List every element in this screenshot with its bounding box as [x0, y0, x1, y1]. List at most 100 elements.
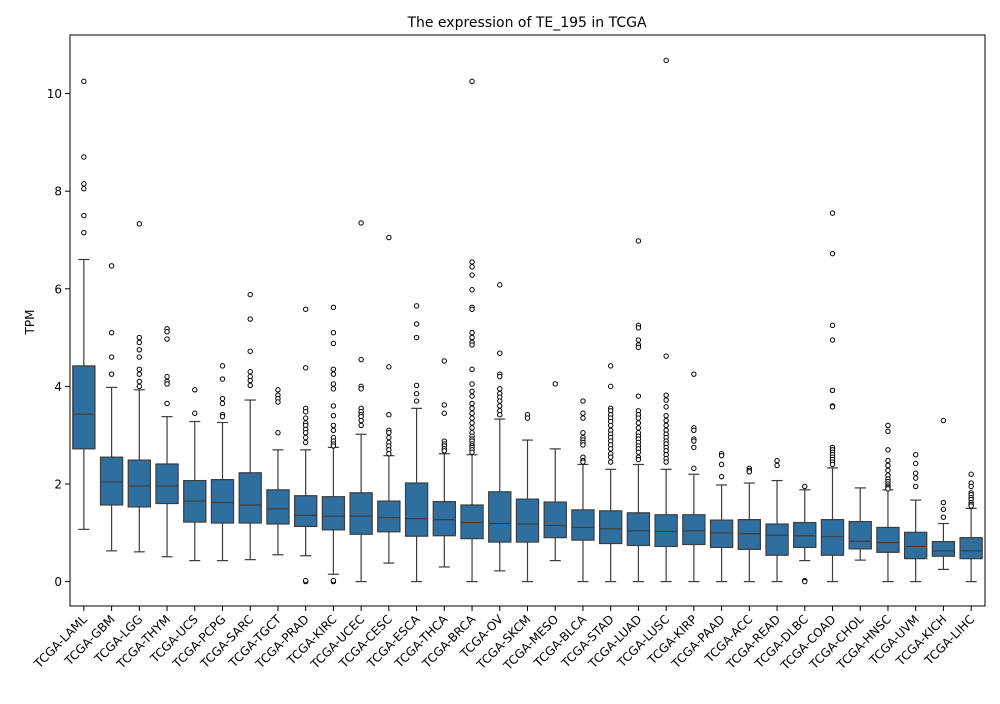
box-tcga-skcm [515, 411, 540, 583]
outlier-point [968, 483, 974, 490]
outlier-point [219, 363, 226, 369]
box-tcga-kirp [682, 371, 706, 583]
box-tcga-blca [571, 398, 595, 583]
outlier-point [497, 373, 503, 380]
outlier-point [330, 386, 337, 392]
outlier-point [580, 410, 586, 416]
outlier-point [247, 382, 253, 389]
outlier-point [413, 398, 420, 404]
outlier-point [219, 376, 226, 382]
outlier-point [81, 212, 87, 219]
outlier-point [774, 462, 780, 469]
outlier-point [885, 422, 891, 429]
box-tcga-cesc [377, 234, 401, 564]
outlier-point [940, 499, 947, 506]
outlier-point [635, 456, 642, 463]
outlier-point [940, 417, 947, 424]
outlier-point [164, 381, 170, 387]
outlier-point [829, 461, 836, 468]
outlier-point [469, 405, 475, 412]
outlier-point [469, 330, 475, 336]
outlier-point [829, 404, 836, 410]
outlier-point [413, 391, 420, 397]
iqr-box [848, 520, 872, 550]
outlier-point [497, 398, 503, 404]
y-tick-label: 6 [54, 282, 62, 296]
outlier-point [469, 306, 475, 312]
iqr-box [931, 540, 956, 557]
outlier-point [940, 514, 947, 520]
outlier-point [469, 449, 475, 455]
outlier-point [358, 220, 364, 226]
box-tcga-hnsc [876, 422, 900, 583]
y-tick-label: 4 [54, 380, 62, 394]
outlier-point [413, 334, 420, 341]
outlier-point [497, 282, 503, 288]
outlier-point [330, 340, 337, 347]
outlier-point [718, 473, 725, 480]
outlier-point [247, 377, 253, 384]
outlier-point [580, 398, 586, 404]
outlier-point [275, 430, 281, 436]
outlier-point [108, 330, 115, 336]
outlier-point [607, 363, 614, 369]
box-tcga-luad [626, 238, 651, 583]
iqr-box [99, 456, 124, 506]
plot-area [72, 57, 983, 585]
iqr-box [654, 514, 678, 548]
iqr-box [682, 514, 706, 546]
outlier-point [247, 348, 253, 354]
outlier-point [635, 325, 642, 331]
outlier-point [968, 471, 974, 477]
outlier-point [635, 337, 642, 343]
outlier-point [330, 381, 337, 387]
outlier-point [81, 186, 87, 192]
outlier-point [691, 444, 697, 451]
outlier-point [358, 422, 364, 429]
iqr-box [515, 498, 540, 543]
outlier-point [663, 422, 669, 429]
outlier-point [580, 430, 586, 436]
outlier-point [968, 503, 974, 509]
outlier-point [607, 459, 614, 465]
iqr-box [543, 501, 567, 539]
outlier-point [829, 210, 836, 216]
outlier-point [330, 412, 337, 419]
outlier-point [635, 344, 642, 351]
iqr-box [903, 531, 928, 560]
outlier-point [386, 430, 392, 436]
outlier-point [81, 154, 87, 160]
iqr-box [737, 519, 762, 550]
outlier-point [469, 366, 475, 373]
outlier-point [330, 422, 337, 429]
outlier-point [469, 272, 475, 278]
outlier-point [469, 415, 475, 421]
outlier-point [469, 78, 475, 85]
outlier-point [829, 322, 836, 329]
outlier-point [413, 321, 420, 327]
outlier-point [497, 403, 503, 409]
outlier-point [330, 427, 337, 434]
box-tcga-thym [155, 326, 179, 558]
outlier-point [663, 459, 669, 465]
box-tcga-kich [931, 417, 956, 570]
box-tcga-prad [293, 306, 318, 585]
outlier-point [302, 306, 309, 312]
outlier-point [469, 388, 475, 394]
box-tcga-ucec [349, 220, 373, 583]
outlier-point [386, 451, 392, 457]
outlier-point [663, 392, 669, 398]
outlier-point [330, 443, 337, 449]
outlier-point [663, 353, 669, 359]
outlier-point [164, 373, 170, 380]
iqr-box [571, 509, 595, 541]
outlier-point [469, 400, 475, 407]
chart-title: The expression of TE_195 in TCGA [406, 15, 647, 31]
outlier-point [663, 417, 669, 424]
outlier-point [302, 439, 309, 446]
box-tcga-paad [709, 451, 734, 583]
outlier-point [718, 452, 725, 459]
box-tcga-thca [432, 358, 457, 568]
outlier-point [469, 342, 475, 348]
